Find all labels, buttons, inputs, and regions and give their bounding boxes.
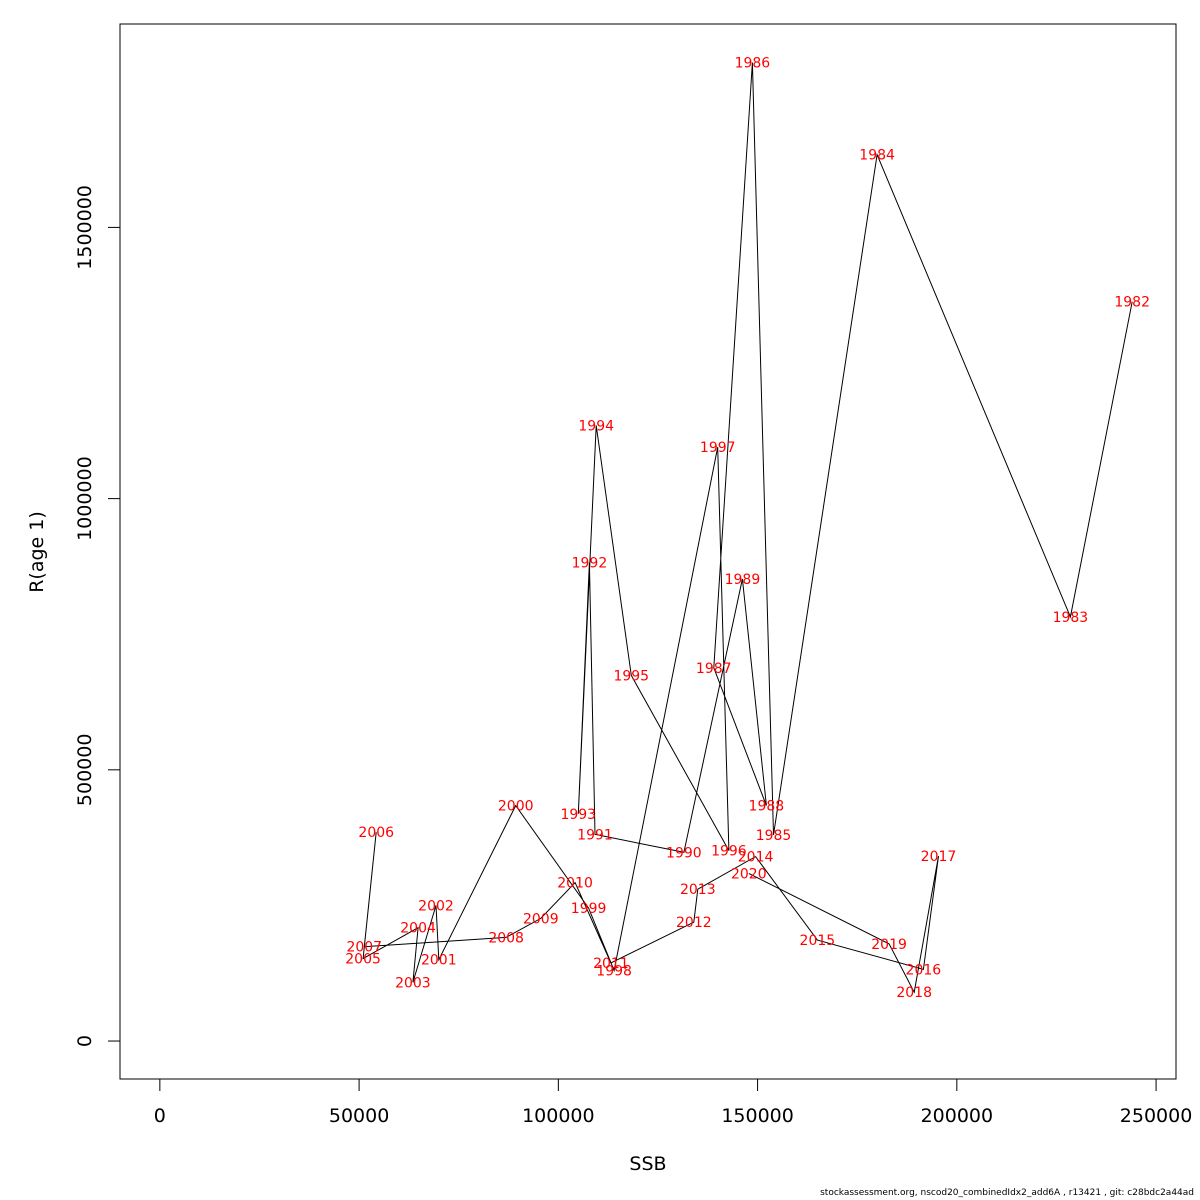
point-label: 2004	[400, 921, 436, 937]
point-label: 1986	[735, 56, 771, 72]
point-label: 2010	[557, 876, 593, 892]
x-tick-label: 0	[154, 1105, 166, 1127]
point-label: 2017	[921, 849, 957, 865]
point-label: 2001	[421, 953, 457, 969]
x-tick-label: 200000	[921, 1105, 994, 1127]
point-label: 2009	[523, 911, 559, 927]
point-label: 1991	[577, 827, 613, 843]
point-label: 1987	[696, 661, 732, 677]
x-tick-label: 50000	[329, 1105, 389, 1127]
point-label: 1985	[756, 828, 792, 844]
point-label: 2013	[680, 882, 716, 898]
point-label: 2011	[593, 956, 629, 972]
y-axis-title: R(age 1)	[26, 511, 48, 593]
point-label: 1992	[572, 556, 608, 572]
point-label: 2003	[395, 975, 431, 991]
series-line	[362, 62, 1133, 994]
point-label: 1999	[571, 901, 607, 917]
y-axis: 0 500000 1000000 1500000	[74, 185, 121, 1047]
y-tick-label: 1000000	[74, 456, 96, 541]
point-label: 2018	[896, 985, 932, 1001]
point-label: 1997	[700, 440, 736, 456]
point-label: 1988	[749, 799, 785, 815]
point-label: 2019	[871, 937, 907, 953]
point-label: 2016	[906, 962, 942, 978]
point-label: 1998	[596, 964, 632, 980]
x-tick-label: 100000	[522, 1105, 595, 1127]
footer-credit: stockassessment.org, nscod20_combinedIdx…	[820, 1188, 1194, 1198]
point-label: 1996	[711, 844, 747, 860]
point-label: 2020	[731, 866, 767, 882]
y-tick-label: 500000	[74, 734, 96, 807]
point-label: 1995	[613, 668, 649, 684]
point-label: 1990	[666, 845, 702, 861]
point-label: 2008	[488, 930, 524, 946]
plot-frame	[119, 23, 1177, 1080]
point-labels: 1982 1983 1984 1985 1986 1987 1988 1989 1990 1991…	[345, 56, 1150, 1002]
point-label: 1984	[859, 148, 895, 164]
point-label: 2006	[358, 825, 394, 841]
point-label: 1982	[1114, 295, 1150, 311]
point-label: 1989	[725, 572, 761, 588]
x-tick-label: 150000	[721, 1105, 794, 1127]
x-axis: 0 50000 100000 150000 200000 250000	[154, 1078, 1193, 1127]
point-label: 2012	[676, 915, 712, 931]
point-label: 2005	[345, 952, 381, 968]
point-label: 2007	[346, 940, 382, 956]
point-label: 1994	[578, 418, 614, 434]
x-axis-title: SSB	[629, 1153, 666, 1175]
x-tick-label: 250000	[1120, 1105, 1193, 1127]
point-label: 2015	[800, 933, 836, 949]
point-label: 2014	[738, 850, 774, 866]
point-label: 1983	[1053, 610, 1089, 626]
point-label: 2002	[418, 898, 454, 914]
y-tick-label: 0	[74, 1035, 96, 1047]
y-tick-label: 1500000	[74, 185, 96, 270]
point-label: 1993	[560, 807, 596, 823]
point-label: 2000	[498, 799, 534, 815]
